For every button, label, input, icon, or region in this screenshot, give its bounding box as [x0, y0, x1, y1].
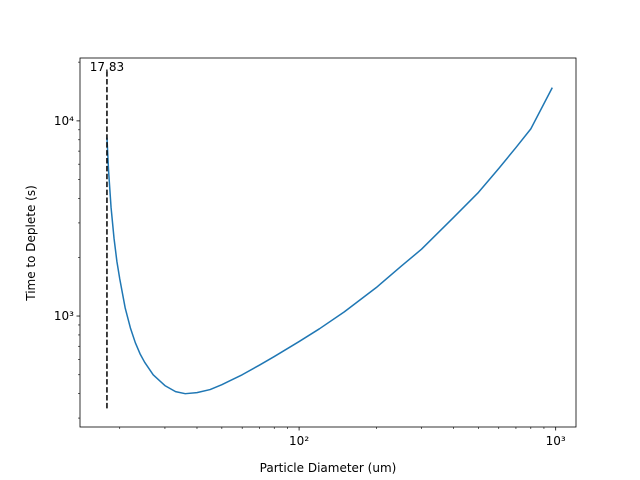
series-layer	[106, 87, 553, 395]
vline-layer: 17.83	[90, 60, 124, 410]
ticks-layer: 10² 10³ 10³ 10⁴	[54, 61, 566, 448]
x-tick-label: 10³	[546, 434, 566, 448]
plot-frame	[79, 57, 577, 428]
x-tick-label: 10²	[289, 434, 309, 448]
y-axis-label: Time to Deplete (s)	[24, 185, 38, 302]
x-axis-label: Particle Diameter (um)	[260, 461, 397, 475]
series-line-0	[106, 87, 553, 395]
threshold-label: 17.83	[90, 60, 124, 74]
y-tick-label: 10³	[54, 309, 74, 323]
y-tick-label: 10⁴	[54, 114, 74, 128]
